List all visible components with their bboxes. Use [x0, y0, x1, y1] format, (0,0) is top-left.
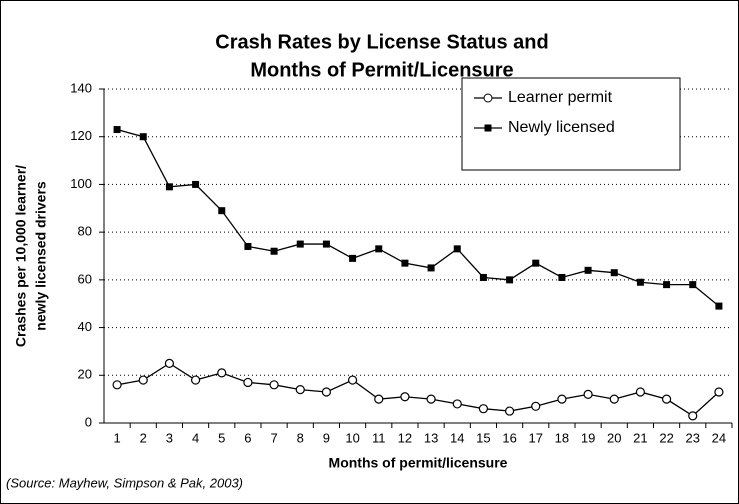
point — [401, 259, 409, 267]
x-tick-label: 21 — [633, 430, 647, 445]
point — [610, 269, 618, 277]
x-tick-label: 18 — [555, 430, 569, 445]
x-tick-label: 10 — [345, 430, 359, 445]
point — [192, 180, 200, 188]
point — [322, 240, 330, 248]
point — [427, 264, 435, 272]
point — [452, 399, 462, 409]
y-tick-label: 140 — [70, 80, 92, 95]
point — [453, 245, 461, 253]
x-tick-label: 13 — [424, 430, 438, 445]
x-tick-label: 7 — [270, 430, 277, 445]
chart-title: Crash Rates by License Status and — [215, 31, 548, 53]
point — [688, 411, 698, 421]
x-tick-label: 3 — [166, 430, 173, 445]
point — [689, 281, 697, 289]
point — [269, 380, 279, 390]
point — [165, 183, 173, 191]
x-tick-label: 4 — [192, 430, 199, 445]
x-tick-label: 22 — [659, 430, 673, 445]
point — [636, 278, 644, 286]
y-tick-label: 80 — [78, 224, 92, 239]
point — [531, 401, 541, 411]
y-tick-label: 20 — [78, 367, 92, 382]
point — [506, 276, 514, 284]
y-tick-label: 120 — [70, 128, 92, 143]
x-tick-label: 6 — [244, 430, 251, 445]
point — [715, 302, 723, 310]
y-tick-label: 100 — [70, 176, 92, 191]
point — [113, 126, 121, 134]
point — [532, 259, 540, 267]
point — [349, 254, 357, 262]
point — [661, 394, 672, 404]
point — [112, 380, 122, 390]
legend-label: Learner permit — [508, 89, 613, 106]
point — [190, 375, 201, 385]
point — [296, 240, 304, 248]
x-tick-label: 20 — [607, 430, 621, 445]
point — [635, 387, 646, 397]
point — [557, 394, 567, 404]
x-tick-label: 16 — [502, 430, 516, 445]
point — [426, 394, 436, 404]
legend-marker — [483, 93, 493, 103]
y-tick-label: 40 — [78, 319, 92, 334]
point — [244, 242, 252, 250]
y-tick-label: 60 — [78, 271, 92, 286]
point — [347, 375, 358, 385]
point — [374, 394, 384, 404]
series-line — [116, 128, 720, 307]
legend-box — [461, 77, 681, 171]
x-tick-label: 19 — [581, 430, 595, 445]
x-axis-label: Months of permit/licensure — [329, 455, 508, 471]
point — [243, 377, 253, 388]
x-tick-label: 24 — [712, 430, 726, 445]
point — [164, 358, 175, 368]
x-tick-label: 11 — [372, 430, 386, 445]
point — [663, 281, 671, 289]
point — [609, 394, 619, 404]
x-tick-label: 23 — [686, 430, 700, 445]
y-tick-label: 0 — [85, 414, 92, 429]
point — [714, 387, 724, 397]
x-tick-label: 9 — [323, 430, 330, 445]
point — [270, 247, 278, 255]
point — [584, 266, 592, 274]
point — [295, 385, 305, 395]
point — [218, 207, 226, 215]
chart-title: Months of Permit/Licensure — [250, 59, 513, 81]
point — [217, 368, 227, 378]
x-tick-label: 17 — [529, 430, 543, 445]
x-tick-label: 2 — [140, 430, 147, 445]
legend-label: Newly licensed — [508, 119, 615, 136]
point — [583, 389, 593, 399]
source-note: (Source: Mayhew, Simpson & Pak, 2003) — [6, 475, 243, 490]
point — [400, 392, 410, 402]
point — [558, 273, 566, 281]
point — [478, 404, 489, 414]
x-tick-label: 15 — [476, 430, 490, 445]
point — [321, 387, 332, 397]
x-tick-label: 8 — [297, 430, 304, 445]
y-axis-label: Crashes per 10,000 learner/ — [13, 165, 29, 347]
point — [138, 375, 148, 385]
y-axis-label: newly licensed drivers — [33, 181, 49, 331]
point — [479, 273, 487, 281]
point — [375, 245, 383, 253]
x-tick-label: 5 — [218, 430, 225, 445]
point — [504, 406, 515, 416]
legend-marker — [484, 124, 492, 132]
x-tick-label: 12 — [398, 430, 412, 445]
x-tick-label: 14 — [450, 430, 464, 445]
x-tick-label: 1 — [113, 430, 120, 445]
point — [139, 133, 147, 141]
